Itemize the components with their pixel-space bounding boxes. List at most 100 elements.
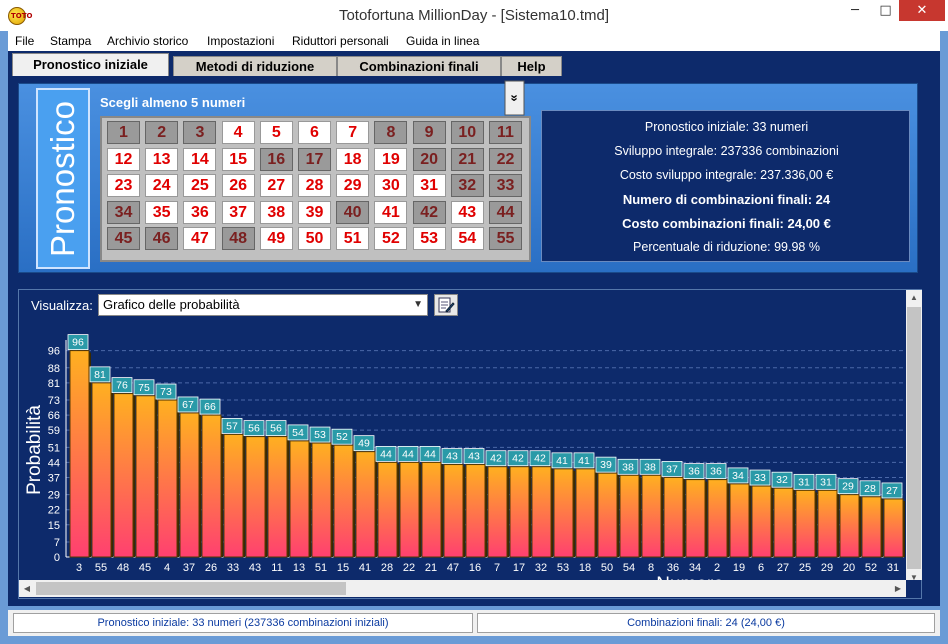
number-cell-16[interactable]: 16	[259, 147, 293, 171]
number-cell-34[interactable]: 34	[107, 200, 140, 224]
data-label: 43	[446, 451, 458, 463]
x-tick-label: 43	[249, 562, 261, 574]
number-cell-12[interactable]: 12	[107, 147, 140, 171]
tab-help[interactable]: Help	[501, 56, 562, 77]
number-cell-6[interactable]: 6	[298, 121, 331, 144]
number-cell-51[interactable]: 51	[336, 227, 370, 251]
number-cell-39[interactable]: 39	[298, 200, 331, 224]
bar-29	[817, 489, 838, 558]
expand-chevron-button[interactable]: »	[504, 80, 525, 116]
number-cell-50[interactable]: 50	[298, 227, 331, 251]
edit-chart-button[interactable]	[434, 294, 458, 316]
number-cell-14[interactable]: 14	[183, 147, 217, 171]
number-cell-32[interactable]: 32	[450, 174, 484, 198]
edit-document-icon	[438, 297, 455, 313]
number-cell-11[interactable]: 11	[489, 121, 522, 144]
scroll-up-icon[interactable]: ▲	[910, 293, 918, 302]
number-cell-44[interactable]: 44	[489, 200, 522, 224]
horizontal-scrollbar[interactable]: ◀ ▶	[19, 580, 906, 597]
number-cell-23[interactable]: 23	[107, 174, 140, 198]
x-tick-label: 32	[535, 562, 547, 574]
y-tick-label: 59	[48, 425, 60, 437]
number-cell-36[interactable]: 36	[183, 200, 217, 224]
number-cell-3[interactable]: 3	[183, 121, 217, 144]
number-cell-26[interactable]: 26	[221, 174, 255, 198]
number-cell-24[interactable]: 24	[145, 174, 179, 198]
data-label: 57	[226, 420, 238, 432]
vertical-scrollbar[interactable]: ▲ ▼	[906, 290, 922, 582]
number-cell-1[interactable]: 1	[107, 121, 140, 144]
x-tick-label: 3	[76, 562, 82, 574]
number-cell-15[interactable]: 15	[221, 147, 255, 171]
maximize-button[interactable]: □	[879, 3, 892, 18]
number-cell-28[interactable]: 28	[298, 174, 331, 198]
chevron-down-icon: ▼	[413, 299, 423, 310]
menu-file[interactable]: File	[15, 34, 35, 48]
number-cell-38[interactable]: 38	[259, 200, 293, 224]
tab-pronostico-iniziale[interactable]: Pronostico iniziale	[12, 53, 169, 77]
tab-metodi-di-riduzione[interactable]: Metodi di riduzione	[173, 56, 337, 77]
horizontal-scroll-thumb[interactable]	[36, 582, 346, 595]
number-cell-47[interactable]: 47	[183, 227, 217, 251]
number-cell-37[interactable]: 37	[221, 200, 255, 224]
scroll-down-icon[interactable]: ▼	[910, 573, 918, 582]
number-cell-45[interactable]: 45	[107, 227, 140, 251]
chart-type-select[interactable]: Grafico delle probabilità ▼	[98, 294, 428, 316]
number-cell-33[interactable]: 33	[489, 174, 522, 198]
minimize-button[interactable]: ─	[851, 3, 859, 18]
menu-riduttori-personali[interactable]: Riduttori personali	[292, 34, 389, 48]
menu-impostazioni[interactable]: Impostazioni	[207, 34, 275, 48]
number-cell-2[interactable]: 2	[145, 121, 179, 144]
data-label: 27	[886, 485, 898, 497]
number-cell-10[interactable]: 10	[450, 121, 484, 144]
number-cell-8[interactable]: 8	[374, 121, 408, 144]
number-cell-13[interactable]: 13	[145, 147, 179, 171]
number-cell-30[interactable]: 30	[374, 174, 408, 198]
number-cell-17[interactable]: 17	[298, 147, 331, 171]
number-cell-19[interactable]: 19	[374, 147, 408, 171]
number-cell-18[interactable]: 18	[336, 147, 370, 171]
title-bar[interactable]: TOTO Totofortuna MillionDay - [Sistema10…	[0, 0, 948, 31]
number-cell-7[interactable]: 7	[336, 121, 370, 144]
number-cell-20[interactable]: 20	[412, 147, 446, 171]
bar-17	[509, 466, 530, 558]
number-cell-5[interactable]: 5	[259, 121, 293, 144]
bar-22	[399, 461, 420, 558]
scroll-left-icon[interactable]: ◀	[23, 584, 31, 593]
number-cell-25[interactable]: 25	[183, 174, 217, 198]
menu-stampa[interactable]: Stampa	[50, 34, 92, 48]
menu-archivio-storico[interactable]: Archivio storico	[107, 34, 189, 48]
number-cell-41[interactable]: 41	[374, 200, 408, 224]
number-cell-40[interactable]: 40	[336, 200, 370, 224]
number-cell-22[interactable]: 22	[489, 147, 522, 171]
number-cell-31[interactable]: 31	[412, 174, 446, 198]
number-cell-35[interactable]: 35	[145, 200, 179, 224]
number-cell-54[interactable]: 54	[450, 227, 484, 251]
menu-guida-in-linea[interactable]: Guida in linea	[406, 34, 480, 48]
number-cell-21[interactable]: 21	[450, 147, 484, 171]
number-cell-43[interactable]: 43	[450, 200, 484, 224]
app-logo-icon[interactable]: TOTO	[8, 7, 32, 25]
number-cell-29[interactable]: 29	[336, 174, 370, 198]
number-cell-42[interactable]: 42	[412, 200, 446, 224]
close-button[interactable]: ✕	[899, 0, 945, 21]
number-cell-49[interactable]: 49	[259, 227, 293, 251]
scroll-right-icon[interactable]: ▶	[894, 584, 902, 593]
data-label-box	[815, 473, 837, 490]
tab-combinazioni-finali[interactable]: Combinazioni finali	[337, 56, 501, 77]
x-tick-label: 33	[227, 562, 239, 574]
bar-6	[751, 485, 772, 558]
number-cell-52[interactable]: 52	[374, 227, 408, 251]
instruction-label: Scegli almeno 5 numeri	[100, 95, 246, 110]
number-cell-46[interactable]: 46	[145, 227, 179, 251]
vertical-scroll-thumb[interactable]	[907, 307, 921, 569]
number-cell-53[interactable]: 53	[412, 227, 446, 251]
bar-53	[553, 468, 574, 558]
number-cell-27[interactable]: 27	[259, 174, 293, 198]
data-label: 49	[358, 438, 370, 450]
number-cell-4[interactable]: 4	[221, 121, 255, 144]
number-cell-9[interactable]: 9	[412, 121, 446, 144]
data-label: 36	[688, 466, 700, 478]
number-cell-48[interactable]: 48	[221, 227, 255, 251]
number-cell-55[interactable]: 55	[489, 227, 522, 251]
